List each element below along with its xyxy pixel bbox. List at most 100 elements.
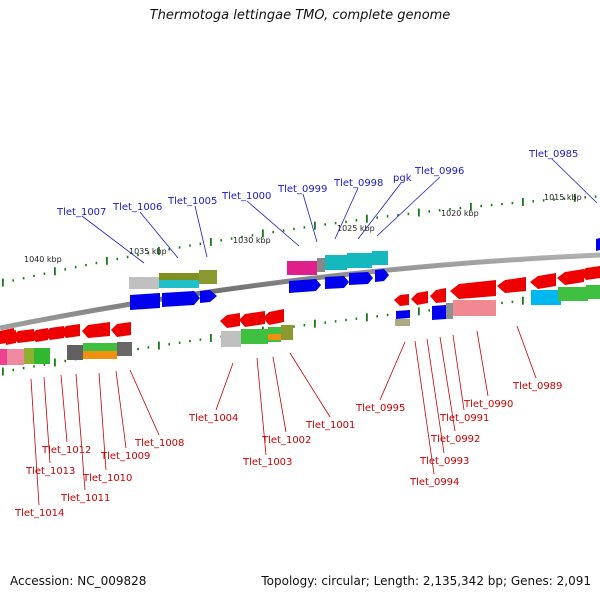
minor-tick (511, 300, 514, 304)
gene-label: Tlet_1009 (100, 451, 150, 462)
minor-tick (511, 201, 514, 205)
minor-tick (438, 209, 441, 212)
leader-lines-bottom (30, 325, 537, 506)
minor-tick (168, 248, 170, 251)
minor-tick (449, 208, 451, 211)
major-tick (522, 198, 524, 206)
minor-tick (355, 317, 358, 320)
minor-tick (33, 274, 35, 278)
minor-tick (272, 230, 274, 234)
major-tick (210, 237, 212, 246)
minor-tick (168, 343, 170, 346)
minor-tick (542, 199, 545, 202)
minor-tick (553, 198, 555, 201)
major-tick (366, 214, 368, 223)
gene-label: Tlet_1008 (134, 438, 184, 449)
feature-track-lower (0, 300, 496, 365)
minor-tick (480, 204, 482, 208)
minor-tick (64, 268, 66, 271)
scale-label: 1015 kbp (544, 193, 582, 202)
minor-tick (324, 321, 326, 324)
minor-tick (95, 261, 98, 265)
major-tick (158, 341, 160, 350)
minor-tick (345, 318, 347, 322)
minor-tick (230, 237, 233, 240)
gene-label: Tlet_1007 (56, 207, 106, 218)
minor-tick (126, 255, 129, 259)
gene-label: Tlet_0989 (512, 381, 562, 392)
major-tick (2, 367, 4, 376)
minor-tick (116, 257, 118, 261)
minor-tick (397, 213, 399, 217)
major-tick (366, 313, 368, 322)
minor-tick (501, 301, 503, 305)
minor-tick (251, 234, 254, 237)
minor-tick (33, 365, 35, 368)
minor-tick (189, 339, 191, 343)
scale-label: 1020 kbp (441, 209, 479, 218)
minor-tick (189, 244, 191, 247)
major-tick (470, 202, 472, 211)
minor-tick (376, 315, 378, 318)
gene-label: Tlet_1000 (221, 191, 271, 202)
major-tick (158, 247, 160, 255)
topology-text: Topology: circular; Length: 2,135,342 bp… (261, 574, 591, 588)
major-tick (210, 333, 212, 342)
minor-tick (293, 325, 295, 328)
reverse-genes (0, 266, 600, 345)
minor-tick (147, 346, 150, 349)
minor-tick (178, 246, 181, 249)
gene-label: Tlet_0993 (419, 456, 469, 467)
gene-label: Tlet_0994 (409, 477, 459, 488)
major-tick (54, 267, 56, 276)
minor-tick (376, 216, 378, 219)
scale-label: 1035 kbp (129, 247, 167, 256)
major-tick (418, 307, 420, 316)
minor-tick (324, 223, 326, 226)
minor-tick (303, 324, 306, 327)
minor-tick (428, 210, 430, 213)
minor-tick (293, 227, 295, 231)
minor-tick (43, 272, 46, 275)
minor-tick (12, 279, 14, 282)
minor-tick (43, 363, 46, 366)
gene-label: Tlet_0999 (277, 184, 327, 195)
major-tick (2, 278, 4, 287)
forward-genes (130, 238, 600, 320)
minor-tick (137, 253, 139, 257)
scale-label: 1025 kbp (337, 224, 375, 233)
minor-tick (428, 309, 430, 312)
minor-tick (199, 338, 202, 341)
gene-label: Tlet_1001 (305, 420, 355, 431)
minor-tick (147, 251, 150, 255)
minor-tick (386, 215, 389, 218)
minor-tick (178, 341, 181, 344)
minor-tick (64, 359, 66, 363)
gene-label: Tlet_1010 (82, 473, 132, 484)
minor-tick (355, 219, 358, 222)
minor-tick (303, 226, 306, 229)
minor-tick (22, 366, 25, 370)
minor-tick (22, 277, 25, 280)
gene-label: Tlet_1002 (261, 435, 311, 446)
gene-label: Tlet_0985 (528, 149, 578, 160)
minor-tick (12, 368, 14, 372)
minor-tick (334, 221, 337, 225)
minor-tick (584, 196, 586, 199)
gene-label: Tlet_1014 (14, 508, 64, 519)
leader-lines-top (81, 158, 598, 264)
gene-label: pgk (393, 173, 412, 184)
gene-label: Tlet_0996 (414, 166, 464, 177)
major-tick (418, 208, 420, 217)
map-title: Thermotoga lettingae TMO, complete genom… (149, 8, 451, 23)
major-tick (106, 256, 108, 265)
minor-tick (74, 266, 77, 269)
minor-tick (199, 242, 202, 245)
minor-tick (532, 200, 534, 203)
major-tick (54, 358, 56, 367)
feature-track-upper (129, 251, 600, 305)
genome-backbone (0, 252, 600, 331)
major-tick (522, 296, 524, 305)
accession-text: Accession: NC_009828 (10, 574, 147, 588)
